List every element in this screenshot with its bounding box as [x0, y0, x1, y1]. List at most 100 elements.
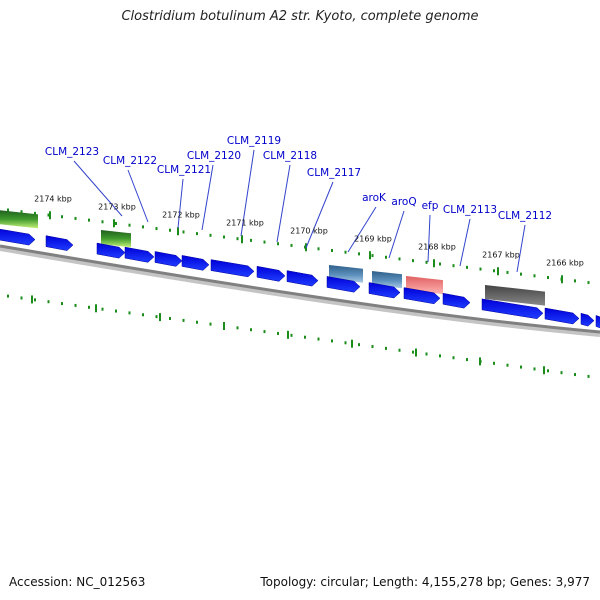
gene-label[interactable]: CLM_2120 — [187, 150, 241, 162]
backbone-shadow — [0, 245, 600, 337]
tick-dot — [439, 354, 441, 358]
tick-dot — [182, 230, 185, 234]
tick-dot — [506, 270, 509, 274]
cds-track — [0, 228, 600, 329]
kbp-tick — [49, 211, 51, 220]
tick-dot — [466, 265, 468, 269]
tick-dot — [61, 302, 63, 306]
minor-tick — [31, 295, 33, 304]
tick-dot — [263, 240, 266, 244]
genome-summary: Topology: circular; Length: 4,155,278 bp… — [260, 575, 590, 589]
minor-tick — [159, 313, 161, 322]
tick-dot — [587, 281, 590, 285]
tick-dot — [88, 218, 90, 222]
label-leader — [459, 218, 471, 267]
kbp-tick — [241, 235, 243, 244]
gene-feature — [485, 285, 545, 306]
tick-dot — [115, 222, 117, 225]
cds-arrow — [181, 255, 210, 271]
tick-dot — [277, 242, 279, 246]
tick-dot — [385, 346, 387, 350]
label-leader — [427, 214, 431, 263]
gene-label[interactable]: efp — [422, 200, 439, 212]
tick-dot — [425, 260, 428, 264]
tick-dot — [371, 345, 374, 349]
tick-dot — [317, 337, 320, 341]
tick-dot — [182, 318, 185, 322]
cds-arrow — [368, 282, 401, 299]
tick-dot — [344, 341, 347, 345]
tick-dot — [533, 367, 536, 371]
gene-label[interactable]: CLM_2123 — [45, 146, 99, 158]
minor-tick — [479, 357, 481, 366]
cds-arrow — [256, 265, 286, 282]
minor-tick — [543, 366, 545, 375]
gene-label[interactable]: CLM_2119 — [227, 135, 281, 147]
tick-dot — [169, 317, 171, 321]
gene-label[interactable]: CLM_2112 — [498, 210, 552, 222]
gene-feature — [101, 230, 131, 248]
tick-dot — [34, 211, 36, 215]
tick-dot — [574, 373, 576, 377]
tick-dot — [128, 311, 131, 315]
tick-dot — [223, 235, 225, 239]
kbp-label: 2172 kbp — [162, 210, 200, 219]
gene-label[interactable]: CLM_2113 — [443, 204, 497, 216]
tick-dot — [128, 223, 131, 227]
tick-dot — [358, 343, 360, 347]
kbp-tick — [113, 219, 115, 228]
tick-dot — [236, 326, 239, 330]
gene-label[interactable]: CLM_2122 — [103, 155, 157, 167]
tick-dot — [250, 238, 252, 242]
tick-dot — [520, 272, 522, 276]
tick-dot — [250, 328, 252, 332]
gene-label[interactable]: CLM_2121 — [157, 164, 211, 176]
tick-dot — [34, 298, 36, 302]
tick-dot — [385, 255, 387, 259]
gene-feature — [0, 210, 38, 229]
tick-dot — [425, 352, 428, 356]
cds-arrow — [45, 235, 74, 251]
minor-tick — [415, 348, 417, 357]
tick-dot — [304, 335, 306, 339]
label-leader — [305, 181, 334, 249]
tick-dot — [452, 356, 455, 360]
cds-arrow — [0, 228, 36, 246]
minor-tick — [223, 321, 225, 330]
tick-dot — [263, 330, 266, 334]
tick-dot — [317, 247, 320, 251]
cds-arrow — [544, 307, 580, 325]
tick-dot — [7, 294, 9, 298]
tick-dot — [506, 363, 509, 367]
tick-dot — [290, 243, 293, 247]
cds-arrow — [442, 292, 471, 309]
cds-arrow — [154, 251, 183, 267]
gene-label[interactable]: aroK — [362, 192, 387, 204]
tick-dot — [547, 369, 549, 373]
map-title: Clostridium botulinum A2 str. Kyoto, com… — [121, 9, 479, 24]
tick-dot — [209, 322, 212, 326]
kbp-tick — [433, 259, 435, 268]
tick-dot — [547, 276, 549, 279]
tick-dot — [20, 210, 23, 214]
gene-label[interactable]: CLM_2117 — [307, 167, 361, 179]
tick-dot — [371, 254, 374, 258]
label-leader — [516, 224, 526, 273]
tick-dot — [290, 333, 293, 337]
tick-dot — [20, 296, 23, 300]
tick-dot — [412, 350, 414, 354]
cds-arrow — [286, 270, 319, 287]
tick-dot — [533, 274, 536, 278]
kbp-tick — [497, 267, 499, 276]
kbp-tick — [561, 275, 563, 284]
tick-dot — [101, 307, 104, 311]
tick-dot — [142, 313, 144, 317]
gene-label[interactable]: aroQ — [391, 196, 416, 208]
gene-label[interactable]: CLM_2118 — [263, 150, 317, 162]
tick-dot — [169, 228, 171, 232]
minor-tick — [95, 304, 97, 313]
lower-ticks — [31, 295, 545, 375]
label-leader — [240, 149, 255, 237]
